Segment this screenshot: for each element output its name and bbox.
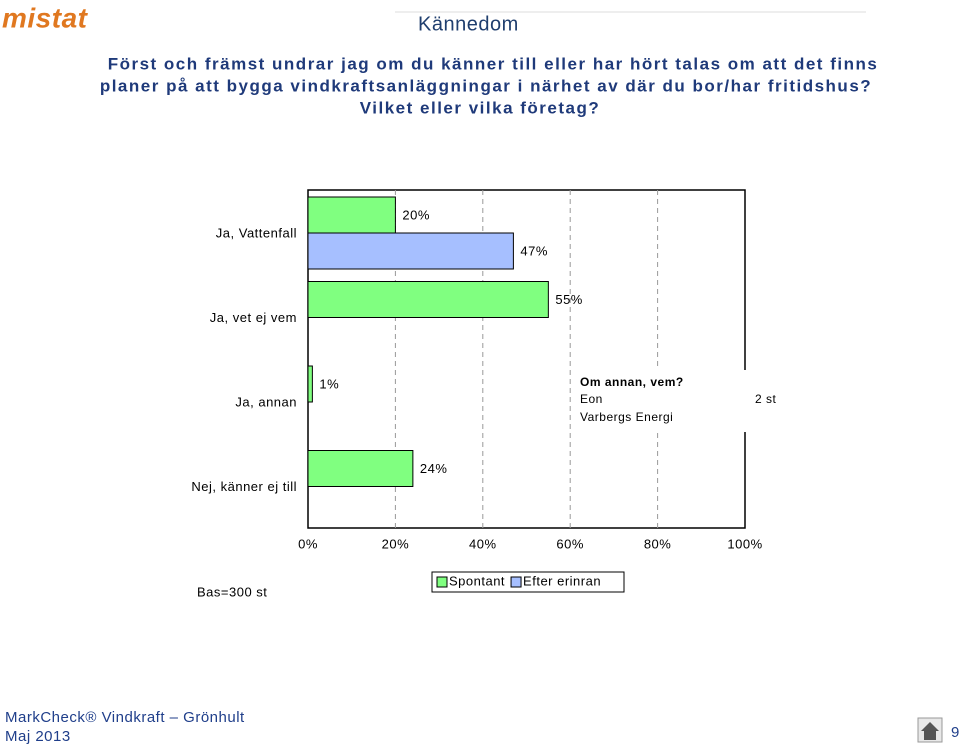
data-label: 47% — [520, 243, 548, 258]
logo: mistat — [2, 2, 89, 33]
annotation-box — [574, 370, 746, 432]
legend-swatch — [510, 576, 522, 588]
bar — [307, 232, 514, 270]
data-label: 24% — [420, 461, 448, 476]
category-label: Nej, känner ej till — [191, 479, 297, 494]
x-tick-label: 40% — [469, 536, 497, 551]
question-line: Först och främst undrar jag om du känner… — [108, 54, 879, 73]
bar — [307, 196, 396, 234]
annotation-title: Om annan, vem? — [580, 375, 684, 389]
question: Först och främst undrar jag om du känner… — [100, 54, 879, 117]
legend-label: Efter erinran — [523, 573, 601, 588]
page-number: 9 — [951, 724, 960, 741]
bar — [307, 365, 313, 403]
x-tick-label: 100% — [727, 536, 762, 551]
footer-line: MarkCheck® Vindkraft – Grönhult — [5, 709, 245, 726]
annotation-count: 2 st — [755, 392, 777, 406]
question-line: Vilket eller vilka företag? — [360, 98, 601, 117]
question-line: planer på att bygga vindkraftsanläggning… — [100, 76, 872, 95]
bar — [307, 450, 414, 487]
category-label: Ja, annan — [235, 394, 297, 409]
x-tick-label: 20% — [382, 536, 410, 551]
data-label: 1% — [319, 376, 339, 391]
annotation-item: Varbergs Energi — [580, 410, 673, 424]
data-label: 55% — [555, 292, 583, 307]
bar — [307, 281, 549, 318]
x-tick-label: 0% — [298, 536, 318, 551]
chart: 0% 20% 40% 60% 80% 100% Ja, Vattenfall 20% 47% Ja… — [191, 189, 777, 599]
home-icon[interactable] — [917, 717, 943, 743]
x-tick-label: 60% — [556, 536, 584, 551]
category-label: Ja, vet ej vem — [210, 310, 297, 325]
base-note: Bas=300 st — [197, 584, 267, 599]
footer-date: Maj 2013 — [5, 728, 71, 745]
legend-label: Spontant — [449, 573, 505, 588]
data-label: 20% — [402, 207, 430, 222]
legend-box — [431, 571, 625, 593]
x-tick-label: 80% — [644, 536, 672, 551]
slide-title: Kännedom — [418, 13, 519, 35]
annotation-item: Eon — [580, 392, 603, 406]
category-label: Ja, Vattenfall — [216, 225, 297, 240]
plot-frame — [307, 189, 746, 529]
legend-swatch — [436, 576, 448, 588]
